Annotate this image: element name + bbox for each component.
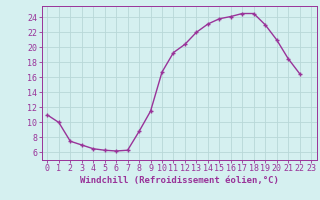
X-axis label: Windchill (Refroidissement éolien,°C): Windchill (Refroidissement éolien,°C)	[80, 176, 279, 185]
